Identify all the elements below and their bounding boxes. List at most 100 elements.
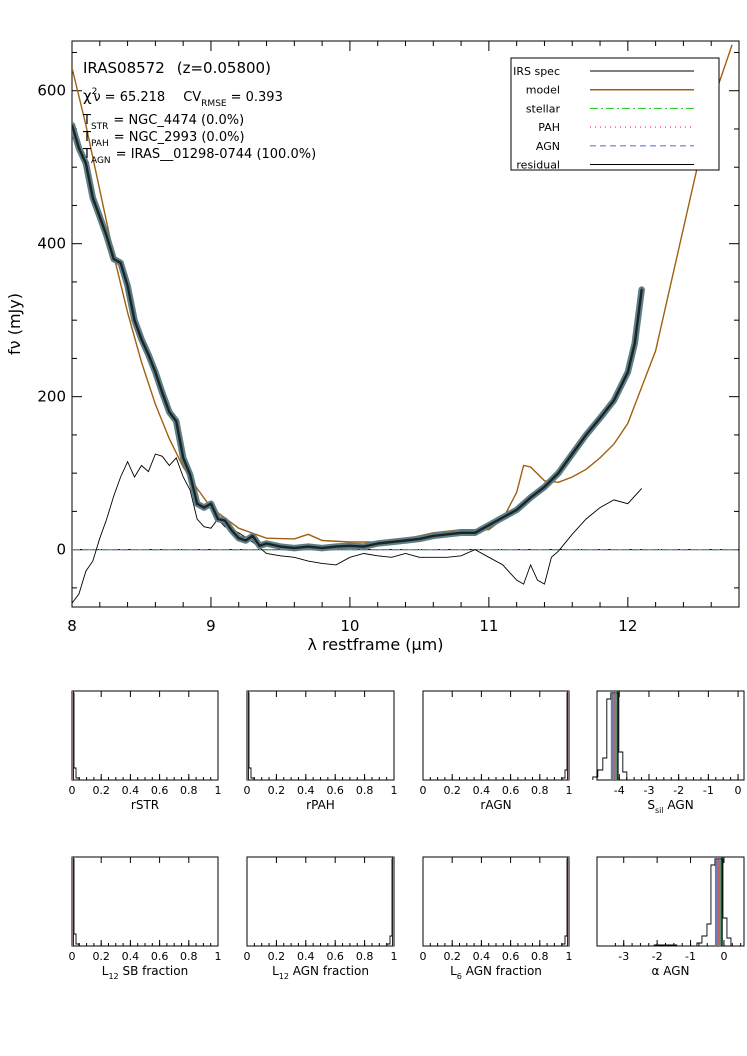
irs-spec-point bbox=[78, 147, 80, 149]
hist-label-subscript: 12 bbox=[279, 972, 289, 981]
irs-spec-point bbox=[293, 547, 296, 550]
irs-spec-point bbox=[613, 399, 615, 402]
object-redshift: (z=0.05800) bbox=[177, 59, 271, 77]
hist-tick-label: 1 bbox=[391, 950, 398, 963]
x-tick-label: 9 bbox=[206, 617, 216, 635]
x-tick-label: 8 bbox=[67, 617, 77, 635]
irs-spec-point bbox=[460, 531, 462, 534]
hist-label-main: L bbox=[450, 964, 457, 978]
hist-tick-label: 0 bbox=[735, 784, 742, 797]
hist-axis-label: L12 SB fraction bbox=[102, 964, 188, 981]
legend-label: model bbox=[526, 84, 560, 97]
main-spectrum-plot: 8 9 10 11 12 0 200 400 600 λ restframe (μm) fν (mJ… bbox=[5, 40, 740, 654]
hist-axis-label: L12 AGN fraction bbox=[272, 964, 369, 981]
legend-label: AGN bbox=[536, 140, 560, 153]
hist-tick-label: 0.2 bbox=[443, 950, 461, 963]
histogram-frame bbox=[596, 856, 745, 947]
hist-tick-label: 1 bbox=[566, 950, 573, 963]
irs-spec-point bbox=[599, 417, 601, 419]
hist-label-tail: SB fraction bbox=[119, 964, 189, 978]
hist-tick-label: 0 bbox=[720, 950, 727, 963]
irs-spec-point bbox=[258, 544, 261, 547]
hist-tick-label: 1 bbox=[215, 950, 222, 963]
irs-spec-point bbox=[147, 353, 150, 356]
hist-tick-label: 1 bbox=[215, 784, 222, 797]
hist-tick-label: 0.4 bbox=[473, 950, 491, 963]
irs-spec-point bbox=[557, 472, 560, 475]
irs-spec-point bbox=[390, 541, 393, 543]
irs-spec-point bbox=[321, 547, 324, 550]
template-pah: TPAH = NGC_2993 (0.0%) bbox=[82, 130, 245, 149]
y-tick-label: 600 bbox=[37, 82, 66, 100]
hist-tick-label: -3 bbox=[618, 950, 629, 963]
object-title: IRAS08572 (z=0.05800) bbox=[83, 59, 271, 77]
irs-spec-point bbox=[189, 473, 192, 476]
hist-label-main: α AGN bbox=[652, 964, 690, 978]
histogram-panel: 0 0.2 0.4 0.6 0.8 1 rSTR bbox=[69, 690, 222, 812]
irs-spec-point bbox=[279, 545, 282, 548]
irs-spec-point bbox=[501, 516, 504, 519]
irs-spec-point bbox=[640, 288, 643, 291]
hist-axis-label: L6 AGN fraction bbox=[450, 964, 542, 981]
hist-axis-label: rSTR bbox=[131, 798, 159, 812]
irs-spec-point bbox=[244, 539, 247, 542]
hist-tick-label: -4 bbox=[614, 784, 625, 797]
irs-spec-point bbox=[626, 371, 629, 374]
template-str: TSTR = NGC_4474 (0.0%) bbox=[82, 113, 244, 132]
hist-label-tail: AGN bbox=[664, 798, 694, 812]
irs-spec-point bbox=[585, 434, 588, 436]
histogram-panel: -3 -2 -1 0 α AGN bbox=[596, 856, 745, 978]
histogram-frame bbox=[422, 856, 570, 947]
irs-spec-point bbox=[84, 162, 87, 165]
irs-spec-line bbox=[72, 124, 643, 550]
template-str-value: = NGC_4474 (0.0%) bbox=[113, 113, 244, 128]
hist-tick-label: 1 bbox=[391, 784, 398, 797]
hist-tick-label: -2 bbox=[673, 784, 684, 797]
hist-tick-label: -1 bbox=[685, 950, 696, 963]
object-name: IRAS08572 bbox=[83, 59, 165, 77]
template-agn-value: = IRAS__01298-0744 (100.0%) bbox=[116, 147, 316, 162]
hist-axis-label: rAGN bbox=[480, 798, 511, 812]
histogram-frame bbox=[71, 690, 219, 781]
irs-spec-point bbox=[349, 544, 351, 547]
template-pah-subscript: PAH bbox=[91, 139, 109, 149]
histogram-panel: 0 0.2 0.4 0.6 0.8 1 L12 SB fraction bbox=[69, 856, 222, 981]
template-str-subscript: STR bbox=[91, 122, 108, 132]
irs-spec-point bbox=[210, 502, 212, 505]
irs-spec-point bbox=[251, 534, 254, 537]
hist-tick-label: 0.4 bbox=[122, 950, 140, 963]
legend-label: residual bbox=[516, 159, 560, 172]
histogram-frame bbox=[596, 690, 745, 781]
irs-spec-point bbox=[404, 539, 407, 542]
hist-tick-label: 0.6 bbox=[502, 950, 520, 963]
x-tick-label: 10 bbox=[340, 617, 359, 635]
y-tick-label: 200 bbox=[37, 388, 66, 406]
irs-spec-point bbox=[418, 538, 421, 540]
histogram-frame bbox=[246, 856, 395, 947]
hist-label-main: L bbox=[272, 964, 279, 978]
template-pah-value: = NGC_2993 (0.0%) bbox=[114, 130, 245, 145]
irs-spec-point bbox=[140, 338, 143, 341]
credible-interval-band bbox=[714, 857, 723, 946]
cv-label: CV bbox=[183, 90, 201, 105]
histogram-frame bbox=[422, 690, 570, 781]
hist-tick-label: 1 bbox=[566, 784, 573, 797]
irs-spec-point bbox=[529, 496, 532, 499]
hist-label-subscript: sil bbox=[655, 806, 664, 815]
irs-spec-point bbox=[446, 533, 449, 536]
y-tick-label: 400 bbox=[37, 235, 66, 253]
hist-tick-label: 0.8 bbox=[531, 950, 549, 963]
irs-spec-point bbox=[376, 542, 379, 545]
irs-spec-point bbox=[91, 196, 94, 199]
irs-spec-point bbox=[515, 508, 518, 511]
hist-label-main: L bbox=[102, 964, 109, 978]
irs-spec-point bbox=[237, 537, 240, 540]
irs-spec-point bbox=[307, 545, 310, 548]
posterior-histograms: 0 0.2 0.4 0.6 0.8 1 rSTR 0 0.2 0.4 0.6 0.8 1 rPAH 0 0.2… bbox=[69, 690, 745, 981]
hist-tick-label: 0.2 bbox=[268, 950, 286, 963]
irs-spec-point bbox=[133, 319, 136, 322]
hist-tick-label: -1 bbox=[703, 784, 714, 797]
hist-tick-label: 0.2 bbox=[268, 784, 286, 797]
irs-spec-point bbox=[105, 235, 108, 237]
template-T: T bbox=[82, 130, 91, 145]
